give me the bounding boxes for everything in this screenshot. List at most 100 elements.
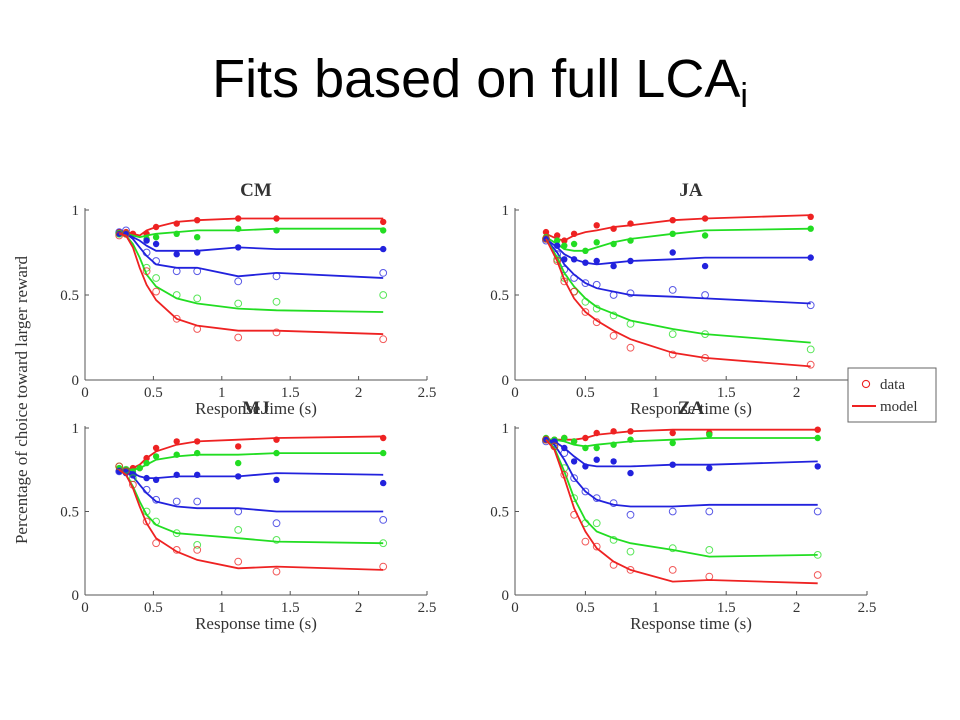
data-point-open-blue xyxy=(172,267,181,276)
data-point-open-red xyxy=(172,314,181,323)
data-point-filled-blue xyxy=(235,473,242,480)
data-point-open-red xyxy=(560,277,569,286)
y-tick-label: 0.5 xyxy=(490,505,509,521)
slide-title: Fits based on full LCAi xyxy=(0,48,960,116)
y-tick-label: 1 xyxy=(502,421,510,437)
data-point-filled-blue xyxy=(273,476,280,483)
x-tick-label: 0 xyxy=(511,600,519,616)
data-point-open-green xyxy=(193,541,202,549)
data-point-filled-green xyxy=(669,439,676,447)
data-point-open-red xyxy=(701,354,709,362)
y-tick-label: 0.5 xyxy=(60,288,79,304)
data-point-filled-blue xyxy=(152,240,160,248)
slide-title-subscript: i xyxy=(740,77,748,115)
data-point-filled-green xyxy=(143,459,150,467)
data-point-filled-red xyxy=(380,434,387,442)
data-point-filled-green xyxy=(593,239,600,246)
x-tick-label: 1.5 xyxy=(281,385,300,401)
data-point-filled-blue xyxy=(593,257,600,265)
data-point-filled-green xyxy=(235,225,242,232)
data-point-filled-green xyxy=(627,237,634,244)
model-line-green xyxy=(118,232,384,313)
data-point-filled-red xyxy=(143,454,150,462)
model-line-green xyxy=(119,227,384,239)
data-point-open-red xyxy=(609,561,618,569)
data-point-open-blue xyxy=(701,291,709,299)
data-point-filled-red xyxy=(814,426,821,433)
data-point-open-blue xyxy=(272,272,281,281)
panel-title: MJ xyxy=(242,398,269,419)
data-point-filled-green xyxy=(380,449,387,457)
x-tick-label: 0.5 xyxy=(576,385,595,401)
data-point-filled-blue xyxy=(235,244,242,251)
data-point-open-green xyxy=(609,536,618,544)
x-tick-label: 1 xyxy=(218,385,226,401)
data-point-open-blue xyxy=(581,279,590,287)
x-tick-label: 2 xyxy=(793,385,801,401)
data-point-open-green xyxy=(668,330,677,339)
data-point-open-blue xyxy=(813,507,822,516)
data-point-filled-blue xyxy=(173,471,180,478)
y-tick-label: 0 xyxy=(502,588,510,604)
data-point-filled-red xyxy=(554,232,561,239)
data-point-open-blue xyxy=(609,291,618,299)
x-tick-label: 0.5 xyxy=(144,600,163,616)
data-point-open-green xyxy=(172,529,181,538)
data-point-filled-red xyxy=(194,438,201,445)
x-axis-label: Response time (s) xyxy=(195,399,317,418)
data-point-filled-green xyxy=(173,451,180,458)
data-point-open-blue xyxy=(626,289,635,298)
y-tick-label: 0 xyxy=(72,588,80,604)
x-tick-label: 2 xyxy=(355,600,363,616)
data-point-filled-green xyxy=(814,434,821,442)
x-tick-label: 0.5 xyxy=(576,600,595,616)
data-point-filled-green xyxy=(807,225,814,232)
data-point-filled-blue xyxy=(173,251,180,258)
data-point-open-green xyxy=(581,297,590,306)
legend-data-label: data xyxy=(880,377,905,393)
data-point-filled-green xyxy=(582,444,589,452)
data-point-filled-blue xyxy=(701,262,709,270)
data-point-filled-blue xyxy=(627,257,634,265)
data-point-open-blue xyxy=(581,487,590,496)
data-point-open-blue xyxy=(668,285,677,294)
model-line-blue xyxy=(119,232,384,252)
data-point-open-blue xyxy=(592,280,601,289)
data-point-filled-red xyxy=(701,215,709,222)
x-tick-label: 0 xyxy=(511,385,519,401)
data-point-open-green xyxy=(193,294,202,303)
data-point-open-green xyxy=(172,291,181,299)
data-point-open-red xyxy=(115,462,124,471)
data-point-open-blue xyxy=(122,226,130,235)
data-point-filled-red xyxy=(561,237,568,244)
data-point-filled-green xyxy=(136,464,143,472)
data-point-open-blue xyxy=(193,497,202,506)
x-axis-label: Response time (s) xyxy=(630,399,752,418)
data-point-open-red xyxy=(193,546,202,554)
data-point-open-green xyxy=(701,330,709,339)
data-point-open-green xyxy=(142,507,151,516)
model-line-blue xyxy=(545,438,818,468)
data-point-open-green xyxy=(142,263,151,272)
x-tick-label: 2.5 xyxy=(418,385,437,401)
data-point-filled-red xyxy=(194,217,201,224)
data-point-filled-red xyxy=(273,215,280,222)
data-point-open-red xyxy=(609,331,618,340)
data-point-open-red xyxy=(592,318,601,327)
legend-model-label: model xyxy=(880,399,918,415)
legend-box xyxy=(847,367,937,423)
data-point-filled-green xyxy=(273,227,280,234)
data-point-open-red xyxy=(152,287,161,296)
data-point-open-green xyxy=(626,547,635,556)
y-axis-label: Percentage of choice toward larger rewar… xyxy=(12,255,31,544)
data-point-filled-red xyxy=(627,428,634,435)
data-point-filled-red xyxy=(669,217,676,224)
data-point-filled-blue xyxy=(570,256,578,263)
y-tick-label: 1 xyxy=(502,203,510,219)
data-point-filled-green xyxy=(235,459,242,467)
data-point-open-green xyxy=(609,311,618,320)
model-line-green xyxy=(545,238,811,344)
data-point-filled-blue xyxy=(194,471,201,478)
model-line-blue xyxy=(545,238,811,266)
